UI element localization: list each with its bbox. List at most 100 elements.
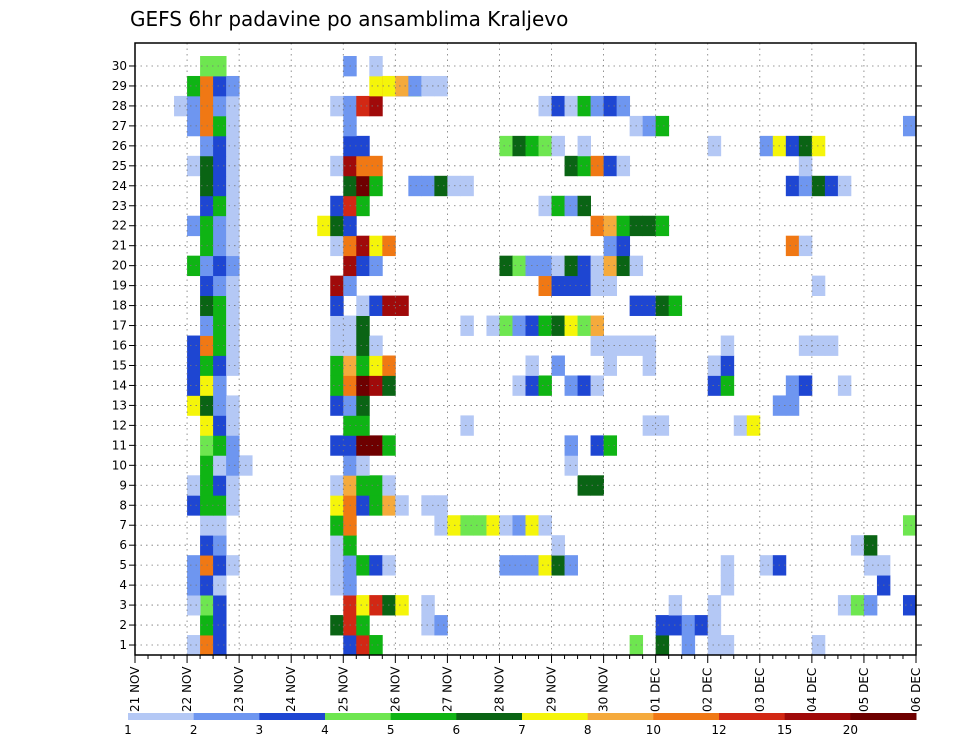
heatmap-cell: [785, 175, 800, 197]
heatmap-cell: [356, 555, 370, 576]
heatmap-cell: [369, 375, 383, 396]
heatmap-cell: [330, 535, 344, 556]
heatmap-cell: [369, 595, 383, 616]
heatmap-cell: [564, 95, 578, 117]
heatmap-cell: [356, 155, 370, 177]
heatmap-cell: [460, 315, 474, 336]
heatmap-cell: [538, 375, 552, 396]
colorbar-swatch: [193, 713, 260, 720]
heatmap-cell: [655, 215, 670, 237]
heatmap-cell: [798, 155, 813, 177]
heatmap-cell: [356, 375, 370, 396]
heatmap-cell: [551, 355, 565, 376]
heatmap-cell: [369, 56, 383, 77]
heatmap-cell: [499, 255, 513, 277]
heatmap-cell: [785, 375, 800, 396]
heatmap-cell: [655, 295, 670, 316]
heatmap-cell: [187, 495, 201, 516]
heatmap-cell: [356, 395, 370, 416]
heatmap-cell: [564, 315, 578, 336]
heatmap-cell: [330, 495, 344, 516]
heatmap-cell: [356, 435, 370, 456]
heatmap-cell: [798, 335, 813, 356]
y-axis-ticks: 1234567891011121314151617181920212223242…: [112, 59, 922, 652]
heatmap-cell: [616, 335, 631, 356]
heatmap-cell: [538, 255, 552, 277]
y-tick-label: 9: [119, 478, 127, 492]
heatmap-cell: [512, 375, 526, 396]
heatmap-cell: [213, 475, 227, 496]
heatmap-cell: [330, 335, 344, 356]
x-tick-label: 27 NOV: [440, 666, 454, 712]
heatmap-cell: [369, 295, 383, 316]
heatmap-cell: [421, 595, 435, 616]
heatmap-cell: [538, 195, 552, 217]
heatmap-cell: [850, 535, 865, 556]
heatmap-cell: [356, 595, 370, 616]
heatmap-cell: [187, 375, 201, 396]
heatmap-cell: [798, 235, 813, 257]
heatmap-cell: [616, 215, 631, 237]
heatmap-cell: [330, 615, 344, 636]
heatmap-cell: [681, 615, 696, 636]
heatmap-cell: [720, 335, 735, 356]
colorbar-label: 4: [321, 723, 329, 737]
heatmap-cell: [538, 135, 552, 157]
heatmap-cell: [369, 155, 383, 177]
heatmap-cell: [759, 135, 774, 157]
heatmap-cell: [369, 255, 383, 277]
heatmap-cell: [369, 555, 383, 576]
y-tick-label: 15: [112, 358, 127, 372]
colorbar-label: 1: [124, 723, 132, 737]
heatmap-cell: [330, 155, 344, 177]
heatmap-cell: [369, 175, 383, 197]
heatmap-cell: [785, 135, 800, 157]
heatmap-cell: [551, 95, 565, 117]
colorbar-swatch: [390, 713, 457, 720]
heatmap-cell: [226, 175, 240, 197]
heatmap-cell: [642, 295, 657, 316]
heatmap-cell: [824, 335, 839, 356]
y-tick-label: 25: [112, 159, 127, 173]
heatmap-cell: [863, 555, 878, 576]
heatmap-cell: [551, 315, 565, 336]
heatmap-cell: [421, 615, 435, 636]
heatmap-cell: [356, 255, 370, 277]
colorbar-swatch: [719, 713, 786, 720]
heatmap-cell: [187, 95, 201, 117]
heatmap-cell: [642, 415, 657, 436]
heatmap-cell: [551, 135, 565, 157]
heatmap-cell: [798, 375, 813, 396]
x-tick-label: 26 NOV: [388, 666, 402, 712]
heatmap-cell: [655, 115, 670, 137]
heatmap-cell: [213, 395, 227, 416]
heatmap-cell: [720, 355, 735, 376]
y-tick-label: 6: [119, 538, 127, 552]
heatmap-cell: [330, 355, 344, 376]
heatmap-cell: [356, 95, 370, 117]
heatmap-cell: [395, 495, 409, 516]
heatmap-cell: [356, 335, 370, 356]
heatmap-cell: [460, 515, 474, 536]
heatmap-cell: [408, 175, 422, 197]
heatmap-cell: [603, 255, 618, 277]
heatmap-cell: [460, 415, 474, 436]
heatmap-cell: [330, 95, 344, 117]
heatmap-cell: [226, 75, 240, 97]
y-tick-label: 10: [112, 458, 127, 472]
colorbar-label: 20: [843, 723, 858, 737]
y-tick-label: 20: [112, 259, 127, 273]
heatmap-cell: [369, 495, 383, 516]
x-tick-label: 23 NOV: [232, 666, 246, 712]
heatmap-cell: [512, 255, 526, 277]
colorbar-swatch: [784, 713, 851, 720]
heatmap-cell: [564, 275, 578, 296]
heatmap-cell: [330, 195, 344, 217]
heatmap-cell: [226, 415, 240, 436]
heatmap-cell: [369, 475, 383, 496]
x-tick-label: 25 NOV: [336, 666, 350, 712]
heatmap-cell: [551, 555, 565, 576]
heatmap-cell: [551, 195, 565, 217]
heatmap-cell: [213, 195, 227, 217]
heatmap-cell: [226, 135, 240, 157]
